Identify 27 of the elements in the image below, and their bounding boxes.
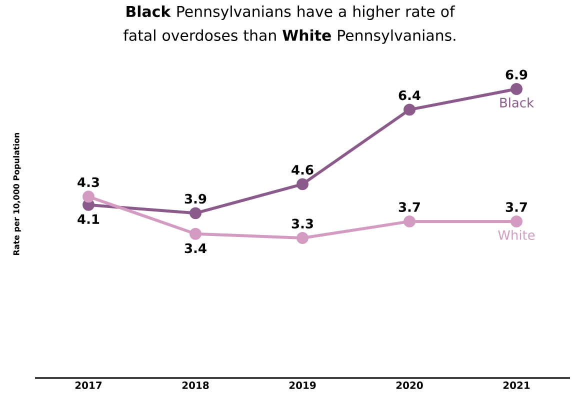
data-label: 3.4 — [184, 243, 206, 254]
data-label: 3.3 — [292, 218, 313, 229]
point — [190, 207, 202, 220]
data-label: 4.1 — [78, 214, 100, 224]
x-tick-label: 2017 — [75, 382, 102, 390]
x-tick-label: 2021 — [503, 382, 530, 390]
point — [510, 83, 522, 95]
series-label: White — [498, 230, 535, 240]
data-label: 3.9 — [184, 194, 206, 204]
data-label: 4.3 — [78, 177, 99, 188]
data-label: 6.4 — [398, 90, 420, 100]
point — [190, 228, 202, 240]
data-label: 4.6 — [292, 164, 314, 175]
point — [404, 104, 416, 116]
point — [82, 190, 94, 203]
point — [296, 178, 308, 190]
point — [510, 215, 522, 228]
data-label: 3.7 — [506, 202, 527, 212]
series-label: Black — [500, 97, 534, 108]
point — [404, 215, 416, 228]
chart-title: Black Pennsylvanians have a higher rate of fatal overdoses than White Pennsylvanians. — [124, 6, 456, 44]
data-label: 6.9 — [506, 70, 528, 80]
x-tick-label: 2020 — [396, 382, 423, 390]
data-label: 3.7 — [398, 202, 420, 212]
x-tick-label: 2019 — [289, 382, 316, 390]
point — [296, 232, 308, 244]
x-tick-label: 2018 — [182, 382, 209, 390]
